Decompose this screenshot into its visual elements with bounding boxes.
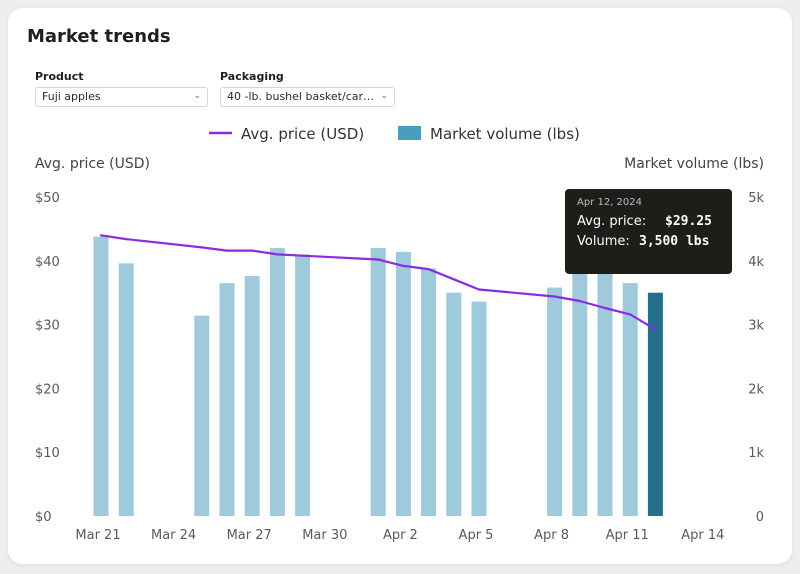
volume-bar[interactable] [244, 276, 260, 516]
x-axis-tick: Apr 2 [383, 528, 418, 543]
tooltip-price-value: $29.25 [665, 214, 712, 229]
volume-bar[interactable] [395, 251, 411, 517]
x-axis-tick: Mar 21 [75, 528, 120, 543]
legend-volume-label: Market volume (lbs) [430, 125, 580, 143]
tooltip-volume-row: Volume: 3,500 lbs [577, 234, 720, 250]
volume-bar[interactable] [446, 292, 462, 516]
chart-tooltip: Apr 12, 2024 Avg. price: $29.25 Volume: … [565, 189, 732, 274]
volume-bar[interactable] [597, 262, 613, 516]
product-label: Product [35, 70, 84, 83]
product-select[interactable]: Fuji apples ⌄ [35, 87, 208, 107]
x-axis-tick: Apr 8 [534, 528, 569, 543]
tooltip-volume-label: Volume: [577, 234, 630, 249]
volume-bar[interactable] [219, 283, 235, 516]
volume-bar-active[interactable] [647, 292, 663, 516]
tooltip-date: Apr 12, 2024 [577, 197, 643, 208]
right-axis-tick: 1k [748, 446, 764, 461]
packaging-select[interactable]: 40 -lb. bushel basket/carto... ⌄ [220, 87, 395, 107]
left-axis-tick: $0 [35, 510, 52, 525]
packaging-label: Packaging [220, 70, 284, 83]
right-axis-tick: 2k [748, 382, 764, 397]
volume-bar[interactable] [547, 287, 563, 516]
x-axis-tick: Apr 14 [681, 528, 724, 543]
tooltip-price-row: Avg. price: $29.25 [577, 214, 720, 230]
right-axis-tick: 3k [748, 319, 764, 334]
right-axis-title: Market volume (lbs) [624, 156, 764, 172]
left-axis-tick: $10 [35, 446, 60, 461]
volume-bar[interactable] [194, 315, 210, 516]
left-axis-title: Avg. price (USD) [35, 156, 150, 172]
volume-bar[interactable] [421, 268, 437, 516]
volume-bar[interactable] [370, 248, 386, 517]
legend-volume-swatch [398, 126, 421, 140]
right-axis-tick: 0 [756, 510, 764, 525]
volume-bar[interactable] [572, 269, 588, 516]
card-title: Market trends [27, 26, 171, 47]
x-axis-tick: Mar 24 [151, 528, 196, 543]
legend-price-label: Avg. price (USD) [241, 125, 364, 143]
tooltip-volume-value: 3,500 lbs [639, 234, 710, 249]
chevron-down-icon: ⌄ [193, 91, 201, 101]
volume-bar[interactable] [295, 254, 311, 517]
volume-bar[interactable] [269, 248, 285, 517]
left-axis-tick: $20 [35, 382, 60, 397]
right-axis-tick: 4k [748, 255, 764, 270]
tooltip-price-label: Avg. price: [577, 214, 647, 229]
x-axis-tick: Apr 5 [459, 528, 494, 543]
left-axis-tick: $50 [35, 191, 60, 206]
volume-bar[interactable] [118, 263, 134, 516]
x-axis-tick: Apr 11 [606, 528, 649, 543]
x-axis-tick: Mar 30 [302, 528, 347, 543]
right-axis-tick: 5k [748, 191, 764, 206]
volume-bar[interactable] [471, 301, 487, 516]
chevron-down-icon: ⌄ [380, 91, 388, 101]
volume-bar[interactable] [93, 236, 109, 516]
volume-bar[interactable] [622, 283, 638, 516]
left-axis-tick: $30 [35, 319, 60, 334]
price-line [99, 234, 657, 331]
left-axis-tick: $40 [35, 255, 60, 270]
x-axis-tick: Mar 27 [227, 528, 272, 543]
